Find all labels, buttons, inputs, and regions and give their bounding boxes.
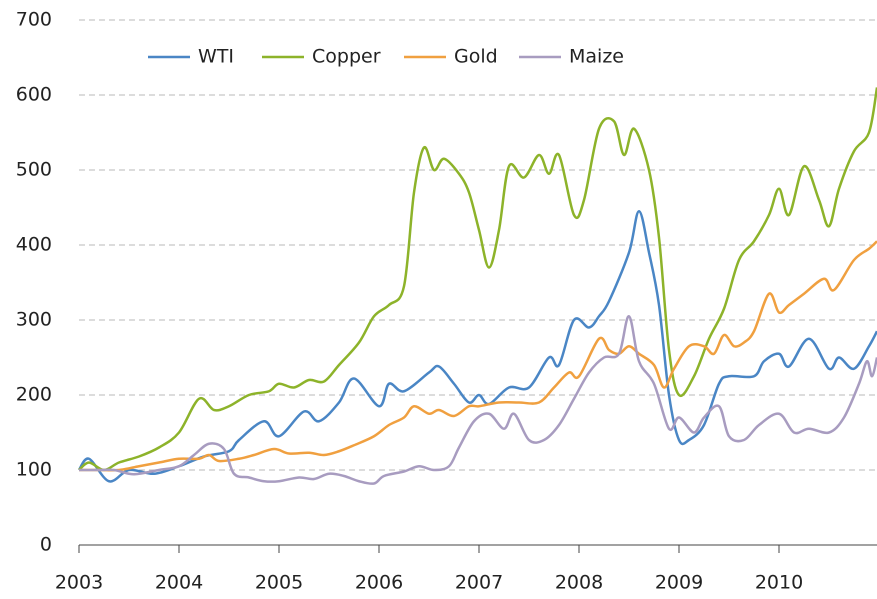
series-line	[77, 209, 877, 483]
x-tick-label: 2008	[555, 572, 603, 594]
y-tick-label: 300	[16, 309, 52, 331]
series-line	[79, 240, 877, 472]
x-tick-label: 2003	[55, 572, 103, 594]
y-tick-label: 500	[16, 159, 52, 181]
x-tick-label: 2005	[255, 572, 303, 594]
y-tick-label: 100	[16, 459, 52, 481]
legend-label: WTI	[198, 46, 234, 68]
y-tick-label: 0	[40, 534, 52, 556]
y-tick-label: 700	[16, 9, 52, 31]
x-tick-label: 2004	[155, 572, 203, 594]
legend-label: Copper	[312, 46, 381, 68]
series-line	[78, 87, 877, 472]
y-tick-label: 600	[16, 84, 52, 106]
x-tick-label: 2009	[655, 572, 703, 594]
x-tick-label: 2010	[755, 572, 803, 594]
y-tick-label: 200	[16, 384, 52, 406]
series-line	[79, 314, 877, 485]
legend-label: Maize	[569, 46, 624, 68]
x-tick-label: 2007	[455, 572, 503, 594]
legend-label: Gold	[454, 46, 498, 68]
x-tick-label: 2006	[355, 572, 403, 594]
y-tick-label: 400	[16, 234, 52, 256]
